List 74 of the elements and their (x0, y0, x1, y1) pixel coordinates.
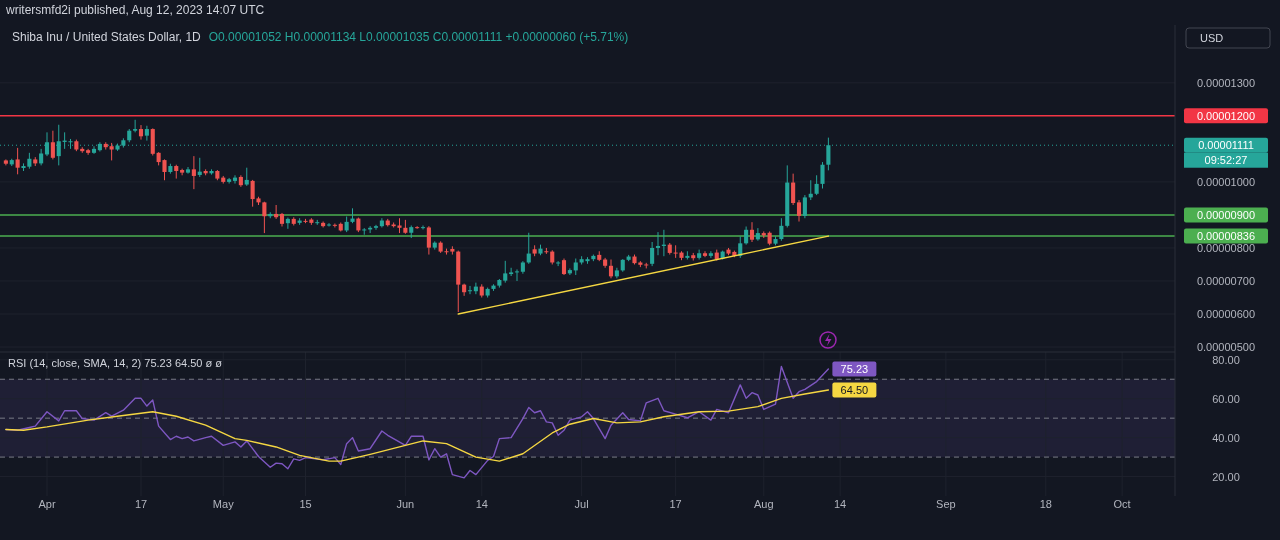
candlestick (326, 222, 332, 227)
y-tick-label: 20.00 (1212, 470, 1240, 483)
candlestick (820, 161, 825, 189)
candlestick (744, 225, 749, 246)
x-tick-label: Oct (1113, 498, 1131, 510)
x-tick-label: Jul (574, 498, 589, 510)
text: Shiba Inu / United States Dollar, 1D (12, 30, 201, 44)
x-tick-label: 17 (134, 498, 148, 510)
candlestick (138, 124, 144, 141)
line-series (5, 389, 830, 462)
candlestick (86, 148, 91, 156)
candlestick (467, 285, 473, 295)
candlestick (227, 177, 232, 185)
candlestick (556, 260, 561, 267)
x-tick-label: 17 (669, 498, 682, 510)
y-tick-label: 0.00000700 (1196, 274, 1256, 287)
candlestick (514, 268, 520, 282)
y-tick-label: 40.00 (1212, 431, 1240, 444)
text: RSI (14, close, SMA, 14, 2) 75.23 64.50 ø ø (8, 357, 223, 369)
candlestick (244, 167, 249, 187)
x-tick-label: Aug (753, 498, 774, 510)
candlestick (697, 249, 702, 261)
ref-line-label: 0.00000836 (1196, 230, 1256, 243)
text: USD (1200, 32, 1224, 44)
candlestick (650, 241, 655, 267)
candlestick (738, 235, 743, 259)
y-tick-label: 0.00000800 (1196, 241, 1256, 254)
x-tick-label: Sep (936, 498, 956, 510)
candlestick (779, 217, 784, 242)
candlestick (426, 225, 431, 256)
ref-line-label: 0.00001111 (1198, 139, 1254, 152)
x-tick-label: 18 (1039, 498, 1052, 510)
candlestick (373, 224, 379, 231)
text: O0.00001052 H0.00001134 L0.00001035 C0.00001111 +0.00000060 (+5.71%) (208, 30, 629, 44)
candlestick (503, 260, 508, 284)
candlestick (420, 224, 426, 230)
y-tick-label: 0.00000600 (1196, 308, 1256, 321)
candlestick (191, 155, 196, 190)
candlestick (608, 259, 614, 279)
candlestick (133, 119, 138, 133)
candlestick (144, 125, 149, 142)
annotation: 75.23 (840, 363, 869, 376)
candlestick (708, 250, 713, 259)
candlestick (814, 174, 819, 196)
candlestick (749, 221, 755, 243)
ref-line-label: 0.00001200 (1196, 109, 1256, 122)
x-tick-label: Jun (396, 498, 415, 510)
candlestick (791, 173, 796, 206)
x-tick-label: 14 (834, 498, 847, 510)
x-tick-label: Apr (38, 498, 56, 510)
candlestick (796, 199, 802, 223)
candlestick (15, 147, 20, 175)
x-tick-label: 15 (299, 498, 312, 510)
x-tick-label: May (212, 498, 235, 510)
candlestick (91, 145, 97, 155)
candlestick (655, 231, 661, 256)
text: writersmfd2i published, Aug 12, 2023 14:07 UTC (5, 3, 265, 17)
annotation: 64.50 (840, 383, 869, 396)
x-tick-label: 14 (475, 498, 488, 510)
y-tick-label: 60.00 (1212, 392, 1240, 405)
y-tick-label: 0.00001000 (1196, 175, 1256, 188)
candlestick (509, 267, 514, 277)
y-tick-label: 0.00001300 (1196, 76, 1256, 89)
candlestick (802, 194, 807, 219)
candlestick (262, 201, 267, 234)
candlestick (755, 227, 760, 242)
ref-line-label: 0.00000900 (1196, 208, 1256, 221)
y-tick-label: 0.00000500 (1196, 341, 1256, 354)
candlestick (702, 250, 708, 258)
candlestick (50, 130, 55, 160)
candlestick (332, 223, 337, 228)
text: 09:52:27 (1204, 154, 1248, 167)
y-tick-label: 80.00 (1212, 353, 1240, 366)
candlestick (415, 225, 420, 230)
